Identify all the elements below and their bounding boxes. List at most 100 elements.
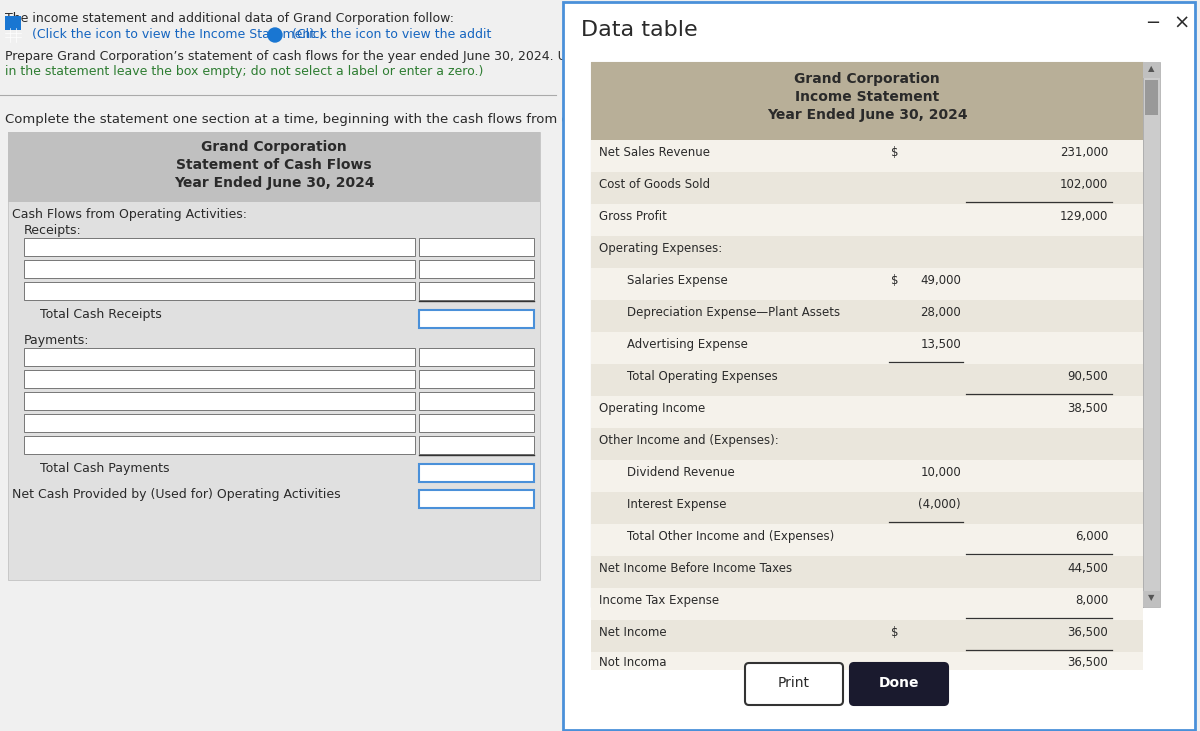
Text: Depreciation Expense—Plant Assets: Depreciation Expense—Plant Assets bbox=[628, 306, 840, 319]
Text: Receipts:: Receipts: bbox=[24, 224, 82, 237]
Bar bbox=[592, 204, 1142, 236]
Text: Prepare Grand Corporation’s statement of cash flows for the year ended June 30, : Prepare Grand Corporation’s statement of… bbox=[5, 50, 646, 63]
Text: Other Income and (Expenses):: Other Income and (Expenses): bbox=[599, 434, 779, 447]
Text: 13,500: 13,500 bbox=[920, 338, 961, 351]
Text: Net Sales Revenue: Net Sales Revenue bbox=[599, 146, 710, 159]
Bar bbox=[592, 492, 1142, 524]
Bar bbox=[24, 282, 415, 300]
Bar bbox=[419, 464, 534, 482]
Bar bbox=[24, 392, 415, 410]
Text: Grand Corporation: Grand Corporation bbox=[794, 72, 940, 86]
Bar bbox=[24, 436, 415, 454]
Bar bbox=[592, 300, 1142, 332]
Bar bbox=[0, 0, 554, 731]
Bar bbox=[419, 414, 534, 432]
Bar bbox=[419, 392, 534, 410]
Text: (Click the icon to view the Income Statement.): (Click the icon to view the Income State… bbox=[24, 28, 324, 41]
Text: Net Cash Provided by (Used for) Operating Activities: Net Cash Provided by (Used for) Operatin… bbox=[12, 488, 341, 501]
Bar bbox=[1145, 80, 1158, 115]
FancyBboxPatch shape bbox=[745, 663, 842, 705]
Bar bbox=[592, 332, 1142, 364]
Text: (4,000): (4,000) bbox=[918, 498, 961, 511]
Bar bbox=[592, 364, 1142, 396]
Text: Total Cash Payments: Total Cash Payments bbox=[40, 462, 169, 475]
Bar bbox=[1142, 62, 1160, 607]
Text: Cash Flows from Operating Activities:: Cash Flows from Operating Activities: bbox=[12, 208, 247, 221]
Bar bbox=[592, 428, 1142, 460]
Text: Operating Expenses:: Operating Expenses: bbox=[599, 242, 722, 255]
Text: ×: × bbox=[1174, 14, 1189, 33]
Text: Not Incoma: Not Incoma bbox=[599, 656, 666, 669]
Bar bbox=[592, 460, 1142, 492]
Text: The income statement and additional data of Grand Corporation follow:: The income statement and additional data… bbox=[5, 12, 454, 25]
Text: −: − bbox=[1145, 14, 1160, 32]
Text: Total Cash Receipts: Total Cash Receipts bbox=[40, 308, 162, 321]
Text: Income Tax Expense: Income Tax Expense bbox=[599, 594, 719, 607]
Text: Net Income Before Income Taxes: Net Income Before Income Taxes bbox=[599, 562, 792, 575]
FancyBboxPatch shape bbox=[850, 663, 948, 705]
Bar bbox=[419, 238, 534, 256]
Bar bbox=[592, 268, 1142, 300]
Text: 38,500: 38,500 bbox=[1067, 402, 1108, 415]
Text: Gross Profit: Gross Profit bbox=[599, 210, 667, 223]
Bar bbox=[592, 236, 1142, 268]
Bar bbox=[24, 238, 415, 256]
Text: Year Ended June 30, 2024: Year Ended June 30, 2024 bbox=[767, 108, 967, 122]
Text: Print: Print bbox=[778, 676, 810, 690]
Bar bbox=[419, 260, 534, 278]
Bar bbox=[419, 490, 534, 508]
Bar bbox=[592, 652, 1142, 670]
Text: ▼: ▼ bbox=[1148, 593, 1154, 602]
Bar bbox=[24, 348, 415, 366]
Text: Net Income: Net Income bbox=[599, 626, 667, 639]
Text: Interest Expense: Interest Expense bbox=[628, 498, 726, 511]
Text: Year Ended June 30, 2024: Year Ended June 30, 2024 bbox=[174, 176, 374, 190]
Bar bbox=[419, 348, 534, 366]
Text: $: $ bbox=[890, 626, 899, 639]
Bar bbox=[24, 370, 415, 388]
Text: Statement of Cash Flows: Statement of Cash Flows bbox=[176, 158, 372, 172]
Text: 44,500: 44,500 bbox=[1067, 562, 1108, 575]
Bar bbox=[592, 172, 1142, 204]
Text: 6,000: 6,000 bbox=[1075, 530, 1108, 543]
Text: $: $ bbox=[890, 146, 899, 159]
Text: Total Operating Expenses: Total Operating Expenses bbox=[628, 370, 778, 383]
Text: Advertising Expense: Advertising Expense bbox=[628, 338, 748, 351]
Text: Payments:: Payments: bbox=[24, 334, 90, 347]
Text: ▲: ▲ bbox=[1148, 64, 1154, 73]
Text: Cost of Goods Sold: Cost of Goods Sold bbox=[599, 178, 710, 191]
Bar bbox=[24, 260, 415, 278]
Bar bbox=[419, 370, 534, 388]
Text: Total Other Income and (Expenses): Total Other Income and (Expenses) bbox=[628, 530, 834, 543]
Bar bbox=[419, 436, 534, 454]
Bar bbox=[419, 310, 534, 328]
Text: 102,000: 102,000 bbox=[1060, 178, 1108, 191]
Text: Income Statement: Income Statement bbox=[794, 90, 940, 104]
Text: Grand Corporation: Grand Corporation bbox=[202, 140, 347, 154]
Bar bbox=[592, 140, 1142, 172]
Bar bbox=[8, 132, 540, 202]
Text: 49,000: 49,000 bbox=[920, 274, 961, 287]
Text: 231,000: 231,000 bbox=[1060, 146, 1108, 159]
Bar bbox=[592, 524, 1142, 556]
Bar bbox=[592, 588, 1142, 620]
Text: 28,000: 28,000 bbox=[920, 306, 961, 319]
Bar bbox=[592, 396, 1142, 428]
Bar bbox=[592, 620, 1142, 652]
Bar bbox=[592, 556, 1142, 588]
Text: $: $ bbox=[890, 274, 899, 287]
Bar bbox=[592, 62, 1142, 607]
Text: 36,500: 36,500 bbox=[1067, 656, 1108, 669]
Text: Data table: Data table bbox=[581, 20, 697, 40]
Text: 36,500: 36,500 bbox=[1067, 626, 1108, 639]
Text: 8,000: 8,000 bbox=[1075, 594, 1108, 607]
Text: Salaries Expense: Salaries Expense bbox=[628, 274, 727, 287]
Bar bbox=[8, 132, 540, 580]
Text: Dividend Revenue: Dividend Revenue bbox=[628, 466, 734, 479]
Text: Done: Done bbox=[878, 676, 919, 690]
Bar bbox=[592, 62, 1142, 140]
Text: 10,000: 10,000 bbox=[920, 466, 961, 479]
Text: (Click the icon to view the addit: (Click the icon to view the addit bbox=[284, 28, 491, 41]
Bar bbox=[1142, 62, 1160, 78]
Bar bbox=[419, 282, 534, 300]
